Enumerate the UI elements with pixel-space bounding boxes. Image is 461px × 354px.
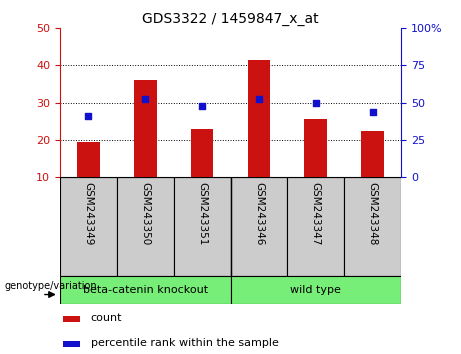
Bar [344,177,401,276]
Bar [117,177,174,276]
Bar [191,129,213,177]
Bar [77,142,100,177]
Text: GSM243351: GSM243351 [197,182,207,245]
Text: count: count [91,313,122,323]
Point [198,103,206,109]
Text: GSM243346: GSM243346 [254,182,264,245]
Title: GDS3322 / 1459847_x_at: GDS3322 / 1459847_x_at [142,12,319,26]
Bar [287,177,344,276]
Bar [230,276,401,304]
Bar [63,341,80,347]
Point [255,96,263,102]
Point [369,109,376,115]
Bar [304,119,327,177]
Text: GSM243350: GSM243350 [140,182,150,245]
Bar [174,177,230,276]
Text: GSM243347: GSM243347 [311,182,321,245]
Bar [361,131,384,177]
Text: GSM243349: GSM243349 [83,182,94,245]
Text: wild type: wild type [290,285,341,295]
Point [142,96,149,102]
Bar [60,276,230,304]
Bar [60,177,117,276]
Text: percentile rank within the sample: percentile rank within the sample [91,338,278,348]
Bar [230,177,287,276]
Point [312,100,319,105]
Text: GSM243348: GSM243348 [367,182,378,245]
Text: genotype/variation: genotype/variation [5,281,97,291]
Point [85,113,92,119]
Bar [248,60,270,177]
Text: beta-catenin knockout: beta-catenin knockout [83,285,208,295]
Bar [63,316,80,322]
Bar [134,80,157,177]
